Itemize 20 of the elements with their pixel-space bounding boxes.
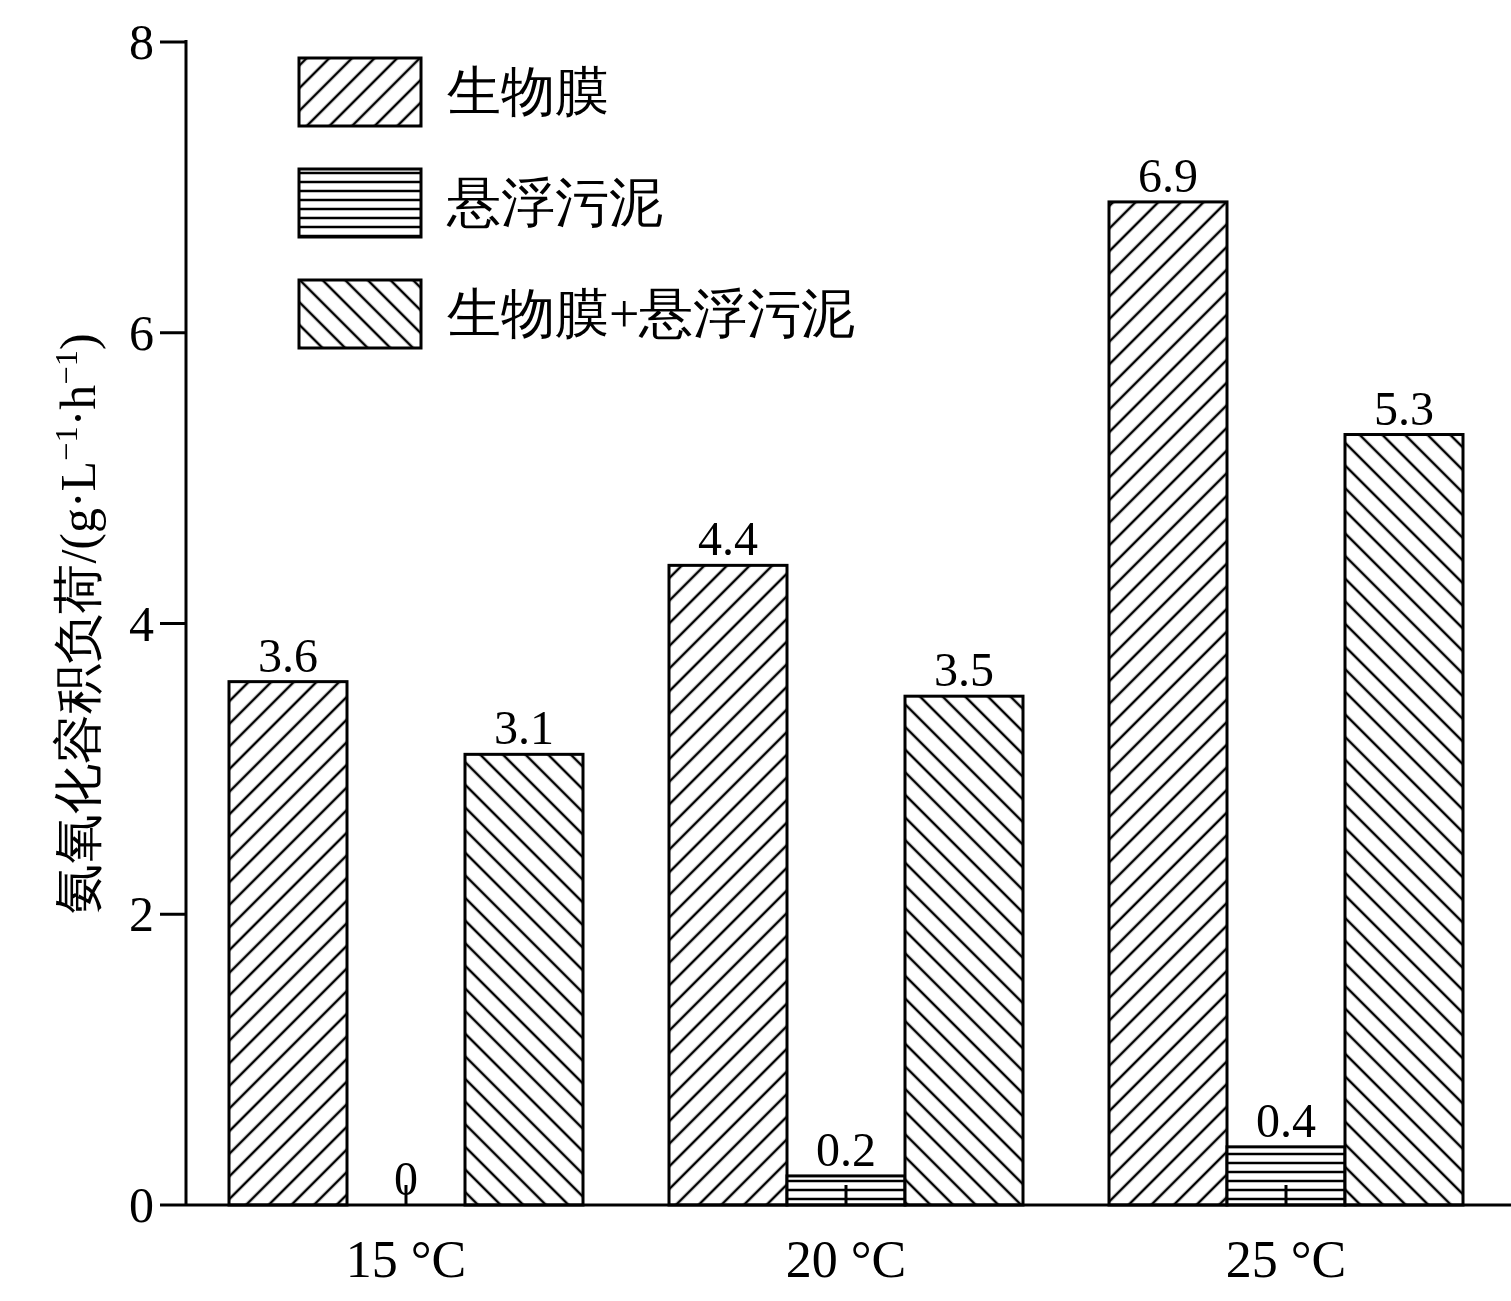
legend-label: 生物膜+悬浮污泥 [447,284,856,344]
y-tick-label: 0 [129,1177,154,1233]
data-label: 0.2 [816,1122,876,1176]
legend-label: 悬浮污泥 [446,173,663,233]
x-tick-label: 20 °C [785,1231,907,1288]
y-tick-label: 4 [129,595,154,652]
data-label: 5.3 [1374,381,1434,435]
legend-label: 生物膜 [447,62,609,122]
x-tick-label: 15 °C [345,1231,467,1288]
data-label: 3.1 [494,701,554,755]
y-tick-label: 8 [129,14,154,70]
data-label: 0.4 [1256,1093,1316,1147]
data-label: 0 [394,1152,418,1205]
x-tick-label: 25 °C [1225,1231,1347,1288]
data-label: 4.4 [698,512,758,566]
data-label: 3.6 [258,628,318,682]
data-label: 6.9 [1138,148,1198,202]
data-label: 3.5 [934,643,994,697]
y-tick-label: 2 [129,886,154,943]
y-tick-label: 6 [129,304,154,361]
